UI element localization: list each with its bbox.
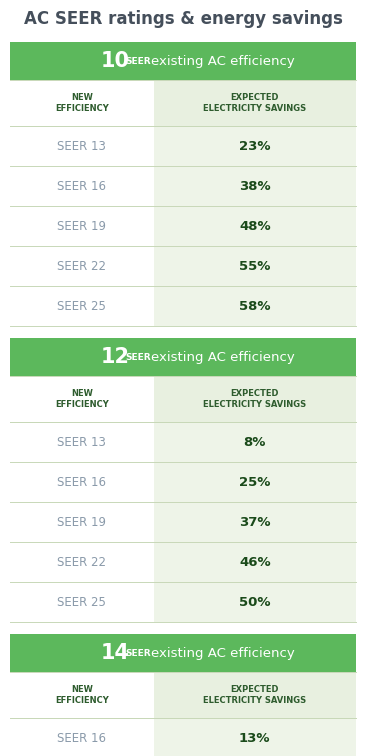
Text: EXPECTED
ELECTRICITY SAVINGS: EXPECTED ELECTRICITY SAVINGS <box>203 92 306 113</box>
FancyBboxPatch shape <box>154 582 356 622</box>
FancyBboxPatch shape <box>154 462 356 502</box>
FancyBboxPatch shape <box>10 246 154 286</box>
FancyBboxPatch shape <box>10 422 154 462</box>
FancyBboxPatch shape <box>154 126 356 166</box>
FancyBboxPatch shape <box>10 672 154 718</box>
FancyBboxPatch shape <box>154 80 356 126</box>
Text: 10: 10 <box>101 51 130 71</box>
FancyBboxPatch shape <box>154 542 356 582</box>
FancyBboxPatch shape <box>154 166 356 206</box>
FancyBboxPatch shape <box>154 376 356 422</box>
FancyBboxPatch shape <box>10 206 154 246</box>
Text: SEER 22: SEER 22 <box>57 556 106 569</box>
FancyBboxPatch shape <box>10 634 356 672</box>
Text: existing AC efficiency: existing AC efficiency <box>151 646 295 659</box>
FancyBboxPatch shape <box>10 166 154 206</box>
FancyBboxPatch shape <box>154 672 356 718</box>
Text: 50%: 50% <box>239 596 270 609</box>
Text: 25%: 25% <box>239 476 270 488</box>
Text: SEER 13: SEER 13 <box>57 140 106 153</box>
Text: 8%: 8% <box>244 435 266 448</box>
FancyBboxPatch shape <box>10 462 154 502</box>
Text: 23%: 23% <box>239 140 270 153</box>
FancyBboxPatch shape <box>10 376 154 422</box>
FancyBboxPatch shape <box>10 502 154 542</box>
Text: 58%: 58% <box>239 299 270 312</box>
FancyBboxPatch shape <box>10 542 154 582</box>
Text: SEER: SEER <box>125 649 151 658</box>
Text: SEER 16: SEER 16 <box>57 732 106 745</box>
FancyBboxPatch shape <box>10 582 154 622</box>
Text: SEER 16: SEER 16 <box>57 476 106 488</box>
Text: existing AC efficiency: existing AC efficiency <box>151 54 295 67</box>
Text: NEW
EFFICIENCY: NEW EFFICIENCY <box>55 389 109 410</box>
Text: SEER 13: SEER 13 <box>57 435 106 448</box>
Text: 13%: 13% <box>239 732 270 745</box>
FancyBboxPatch shape <box>10 126 154 166</box>
Text: 38%: 38% <box>239 179 270 193</box>
FancyBboxPatch shape <box>154 206 356 246</box>
FancyBboxPatch shape <box>10 80 154 126</box>
Text: SEER 22: SEER 22 <box>57 259 106 272</box>
Text: SEER 19: SEER 19 <box>57 516 106 528</box>
FancyBboxPatch shape <box>10 286 154 326</box>
FancyBboxPatch shape <box>154 422 356 462</box>
Text: SEER 25: SEER 25 <box>57 596 106 609</box>
Text: SEER 19: SEER 19 <box>57 219 106 233</box>
Text: existing AC efficiency: existing AC efficiency <box>151 351 295 364</box>
Text: SEER: SEER <box>125 57 151 66</box>
Text: NEW
EFFICIENCY: NEW EFFICIENCY <box>55 92 109 113</box>
Text: SEER: SEER <box>125 353 151 362</box>
Text: NEW
EFFICIENCY: NEW EFFICIENCY <box>55 685 109 705</box>
Text: SEER 16: SEER 16 <box>57 179 106 193</box>
Text: EXPECTED
ELECTRICITY SAVINGS: EXPECTED ELECTRICITY SAVINGS <box>203 389 306 410</box>
FancyBboxPatch shape <box>10 42 356 80</box>
FancyBboxPatch shape <box>154 246 356 286</box>
FancyBboxPatch shape <box>10 338 356 376</box>
Text: EXPECTED
ELECTRICITY SAVINGS: EXPECTED ELECTRICITY SAVINGS <box>203 685 306 705</box>
FancyBboxPatch shape <box>154 286 356 326</box>
Text: 14: 14 <box>101 643 130 663</box>
FancyBboxPatch shape <box>10 718 154 756</box>
FancyBboxPatch shape <box>154 718 356 756</box>
Text: 46%: 46% <box>239 556 270 569</box>
FancyBboxPatch shape <box>154 502 356 542</box>
Text: 12: 12 <box>101 347 130 367</box>
Text: 37%: 37% <box>239 516 270 528</box>
Text: AC SEER ratings & energy savings: AC SEER ratings & energy savings <box>23 10 343 28</box>
Text: 55%: 55% <box>239 259 270 272</box>
Text: SEER 25: SEER 25 <box>57 299 106 312</box>
Text: 48%: 48% <box>239 219 270 233</box>
